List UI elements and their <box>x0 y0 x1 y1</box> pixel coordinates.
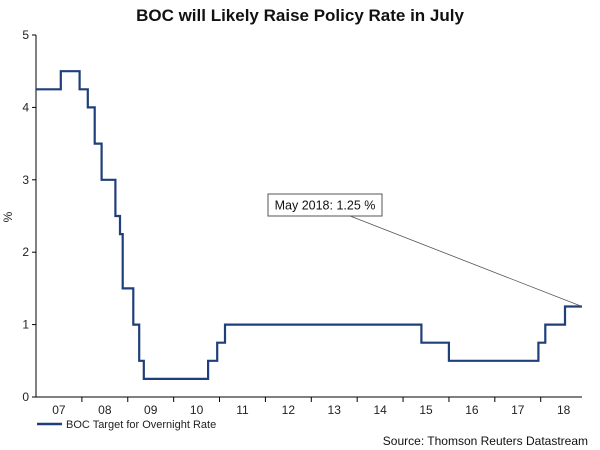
y-tick-label: 5 <box>22 28 29 42</box>
x-tick-label: 12 <box>282 403 296 417</box>
chart-title: BOC will Likely Raise Policy Rate in Jul… <box>136 6 464 25</box>
x-tick-label: 17 <box>511 403 525 417</box>
x-tick-label: 18 <box>557 403 571 417</box>
x-tick-label: 10 <box>190 403 204 417</box>
annotation-box <box>267 193 383 217</box>
x-tick-label: 15 <box>419 403 433 417</box>
y-axis-label: % <box>1 211 15 222</box>
x-tick-label: 16 <box>465 403 479 417</box>
annotation-leader <box>349 215 583 307</box>
x-tick-label: 07 <box>52 403 66 417</box>
x-tick-label: 09 <box>144 403 158 417</box>
y-tick-label: 3 <box>22 173 29 187</box>
y-tick-label: 0 <box>22 390 29 404</box>
y-tick-label: 1 <box>22 318 29 332</box>
y-tick-label: 4 <box>22 100 29 114</box>
source-note: Source: Thomson Reuters Datastream <box>383 434 588 448</box>
x-tick-label: 08 <box>98 403 112 417</box>
series-line <box>36 70 582 380</box>
x-tick-label: 14 <box>373 403 387 417</box>
y-tick-label: 2 <box>22 245 29 259</box>
x-tick-label: 11 <box>236 403 249 417</box>
x-tick-label: 13 <box>328 403 342 417</box>
annotation-text: May 2018: 1.25 % <box>275 199 376 213</box>
legend-label: BOC Target for Overnight Rate <box>66 419 216 431</box>
